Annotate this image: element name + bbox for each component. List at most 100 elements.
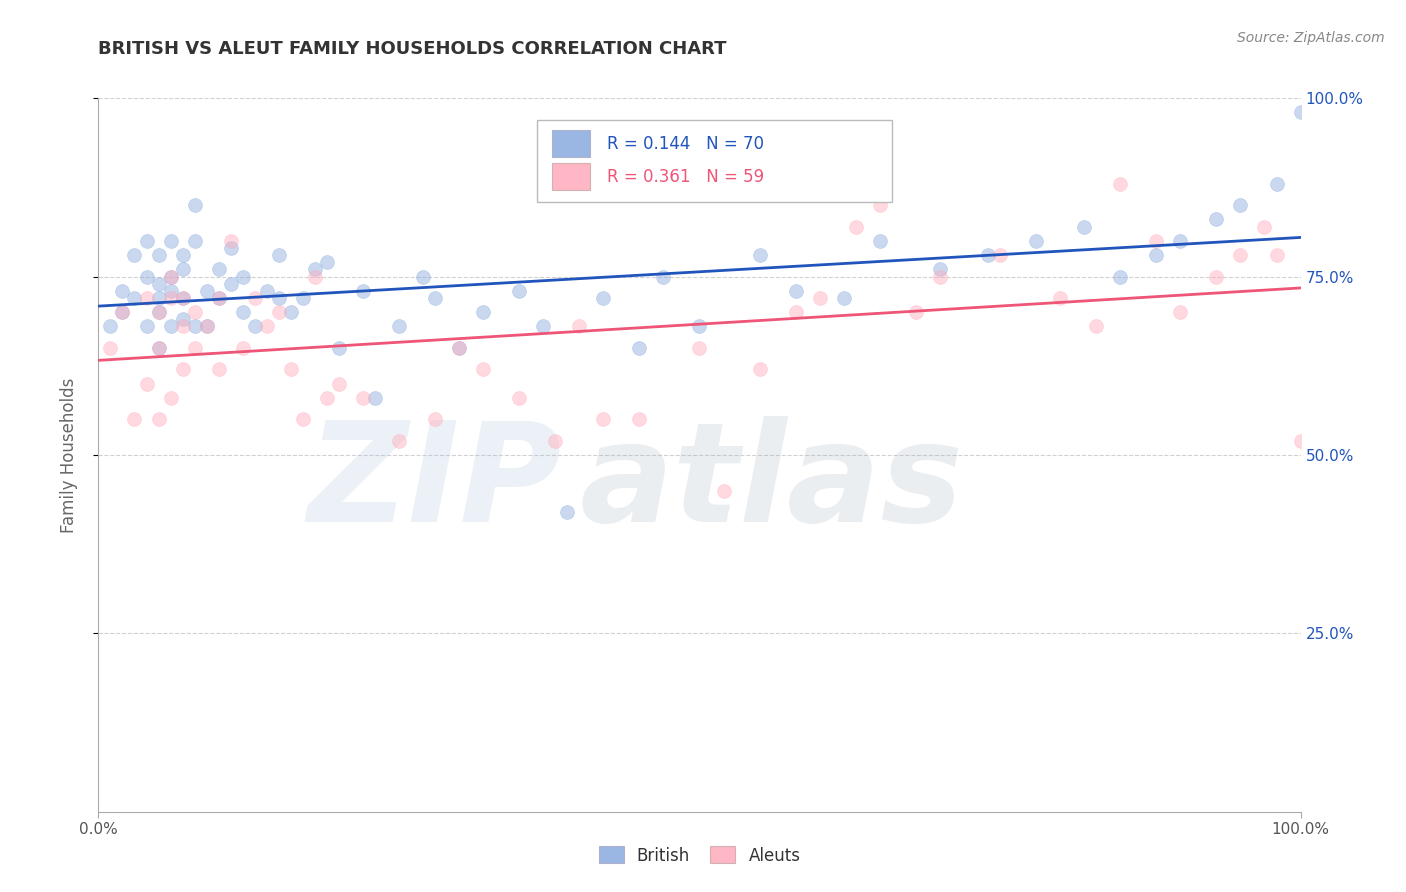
Point — [748, 362, 770, 376]
Point — [748, 248, 770, 262]
Point — [195, 284, 218, 298]
Point — [280, 305, 302, 319]
Point — [256, 319, 278, 334]
Point — [1289, 105, 1312, 120]
Point — [1265, 177, 1288, 191]
Point — [592, 412, 614, 426]
Y-axis label: Family Households: Family Households — [59, 377, 77, 533]
Point — [100, 319, 122, 334]
Point — [172, 262, 194, 277]
Point — [111, 305, 134, 319]
Point — [208, 291, 231, 305]
Point — [135, 234, 157, 248]
FancyBboxPatch shape — [551, 130, 591, 157]
Point — [531, 319, 554, 334]
Point — [183, 234, 205, 248]
Point — [148, 305, 170, 319]
Point — [1229, 248, 1251, 262]
Point — [172, 248, 194, 262]
Point — [172, 291, 194, 305]
Point — [135, 319, 157, 334]
Point — [1265, 248, 1288, 262]
Point — [1144, 248, 1167, 262]
Point — [124, 412, 146, 426]
Point — [148, 341, 170, 355]
Point — [135, 291, 157, 305]
Point — [412, 269, 434, 284]
Point — [869, 198, 891, 212]
Point — [832, 291, 855, 305]
Point — [472, 305, 495, 319]
Point — [423, 412, 446, 426]
Point — [928, 262, 950, 277]
Point — [328, 376, 350, 391]
Point — [508, 391, 530, 405]
Point — [267, 305, 290, 319]
Point — [148, 341, 170, 355]
Point — [267, 248, 290, 262]
Point — [1085, 319, 1108, 334]
Point — [1073, 219, 1095, 234]
Point — [785, 284, 807, 298]
Point — [291, 291, 314, 305]
Point — [159, 284, 181, 298]
Text: atlas: atlas — [579, 416, 963, 551]
Point — [124, 248, 146, 262]
Point — [1170, 305, 1192, 319]
Point — [1109, 177, 1132, 191]
Point — [148, 277, 170, 291]
Legend: British, Aleuts: British, Aleuts — [592, 839, 807, 871]
Point — [628, 341, 651, 355]
Point — [845, 219, 868, 234]
Point — [988, 248, 1011, 262]
Point — [159, 319, 181, 334]
Point — [652, 269, 675, 284]
Point — [148, 291, 170, 305]
Point — [195, 319, 218, 334]
Point — [555, 505, 578, 519]
Point — [315, 255, 337, 269]
Point — [315, 391, 337, 405]
Point — [1109, 269, 1132, 284]
Point — [148, 305, 170, 319]
Point — [280, 362, 302, 376]
Point — [447, 341, 470, 355]
Text: BRITISH VS ALEUT FAMILY HOUSEHOLDS CORRELATION CHART: BRITISH VS ALEUT FAMILY HOUSEHOLDS CORRE… — [98, 40, 727, 58]
Point — [159, 269, 181, 284]
Point — [1205, 269, 1227, 284]
FancyBboxPatch shape — [537, 120, 891, 202]
Point — [1144, 234, 1167, 248]
Point — [159, 291, 181, 305]
Text: ZIP: ZIP — [307, 416, 561, 551]
Point — [243, 291, 266, 305]
Point — [1205, 212, 1227, 227]
Point — [304, 262, 326, 277]
Point — [267, 291, 290, 305]
Point — [232, 341, 254, 355]
Point — [1025, 234, 1047, 248]
Point — [219, 241, 242, 255]
Point — [232, 305, 254, 319]
Point — [208, 291, 231, 305]
Point — [135, 376, 157, 391]
Point — [159, 234, 181, 248]
Point — [208, 362, 231, 376]
Text: Source: ZipAtlas.com: Source: ZipAtlas.com — [1237, 31, 1385, 45]
Point — [352, 391, 374, 405]
Point — [172, 362, 194, 376]
Point — [592, 291, 614, 305]
Point — [183, 305, 205, 319]
Point — [148, 412, 170, 426]
Point — [977, 248, 1000, 262]
Text: R = 0.361   N = 59: R = 0.361 N = 59 — [607, 168, 763, 186]
FancyBboxPatch shape — [551, 163, 591, 190]
Point — [568, 319, 591, 334]
Point — [111, 284, 134, 298]
Point — [472, 362, 495, 376]
Point — [172, 319, 194, 334]
Point — [1170, 234, 1192, 248]
Point — [183, 319, 205, 334]
Point — [689, 341, 711, 355]
Point — [713, 483, 735, 498]
Point — [183, 341, 205, 355]
